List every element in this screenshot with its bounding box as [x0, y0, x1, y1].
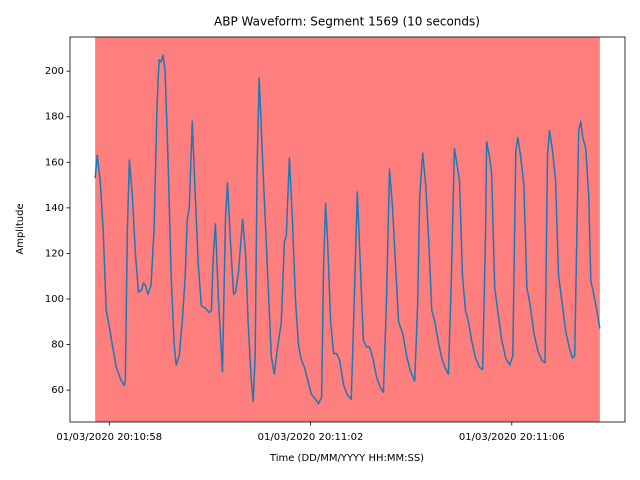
y-axis-label: Amplitude — [15, 203, 26, 254]
x-axis-label: Time (DD/MM/YYYY HH:MM:SS) — [269, 453, 424, 464]
y-tick-label: 120 — [45, 248, 64, 259]
data-line — [94, 54, 601, 405]
axes-frame — [69, 36, 626, 423]
y-tick-label: 80 — [51, 340, 64, 351]
x-tick-label: 01/03/2020 20:10:58 — [56, 432, 162, 443]
x-tick-label: 01/03/2020 20:11:02 — [258, 432, 364, 443]
y-tick-label: 60 — [51, 385, 64, 396]
y-tick-label: 100 — [45, 294, 64, 305]
chart-title: ABP Waveform: Segment 1569 (10 seconds) — [214, 15, 480, 29]
highlight-span — [95, 37, 600, 422]
y-tick-label: 180 — [45, 112, 64, 123]
y-tick-label: 160 — [45, 157, 64, 168]
x-tick-label: 01/03/2020 20:11:06 — [459, 432, 565, 443]
y-tick-label: 140 — [45, 203, 64, 214]
y-tick-label: 200 — [45, 66, 64, 77]
